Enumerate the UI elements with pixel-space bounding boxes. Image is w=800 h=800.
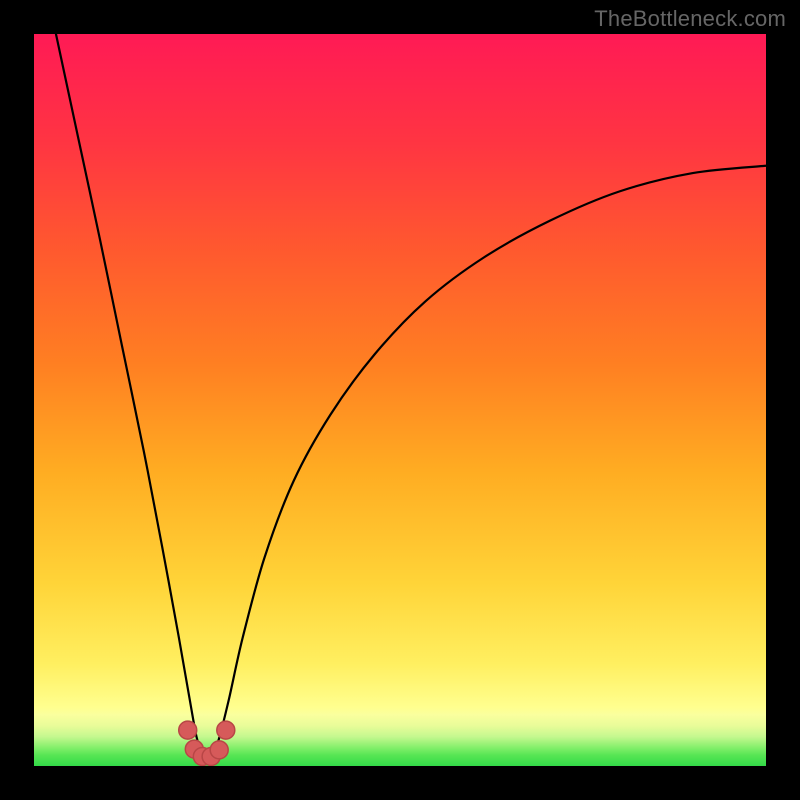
- plot-background: [34, 34, 766, 766]
- page-root: TheBottleneck.com: [0, 0, 800, 800]
- watermark-label: TheBottleneck.com: [594, 6, 786, 32]
- bottleneck-marker: [179, 721, 197, 739]
- bottleneck-marker: [210, 741, 228, 759]
- bottleneck-chart: [0, 0, 800, 800]
- bottleneck-marker: [217, 721, 235, 739]
